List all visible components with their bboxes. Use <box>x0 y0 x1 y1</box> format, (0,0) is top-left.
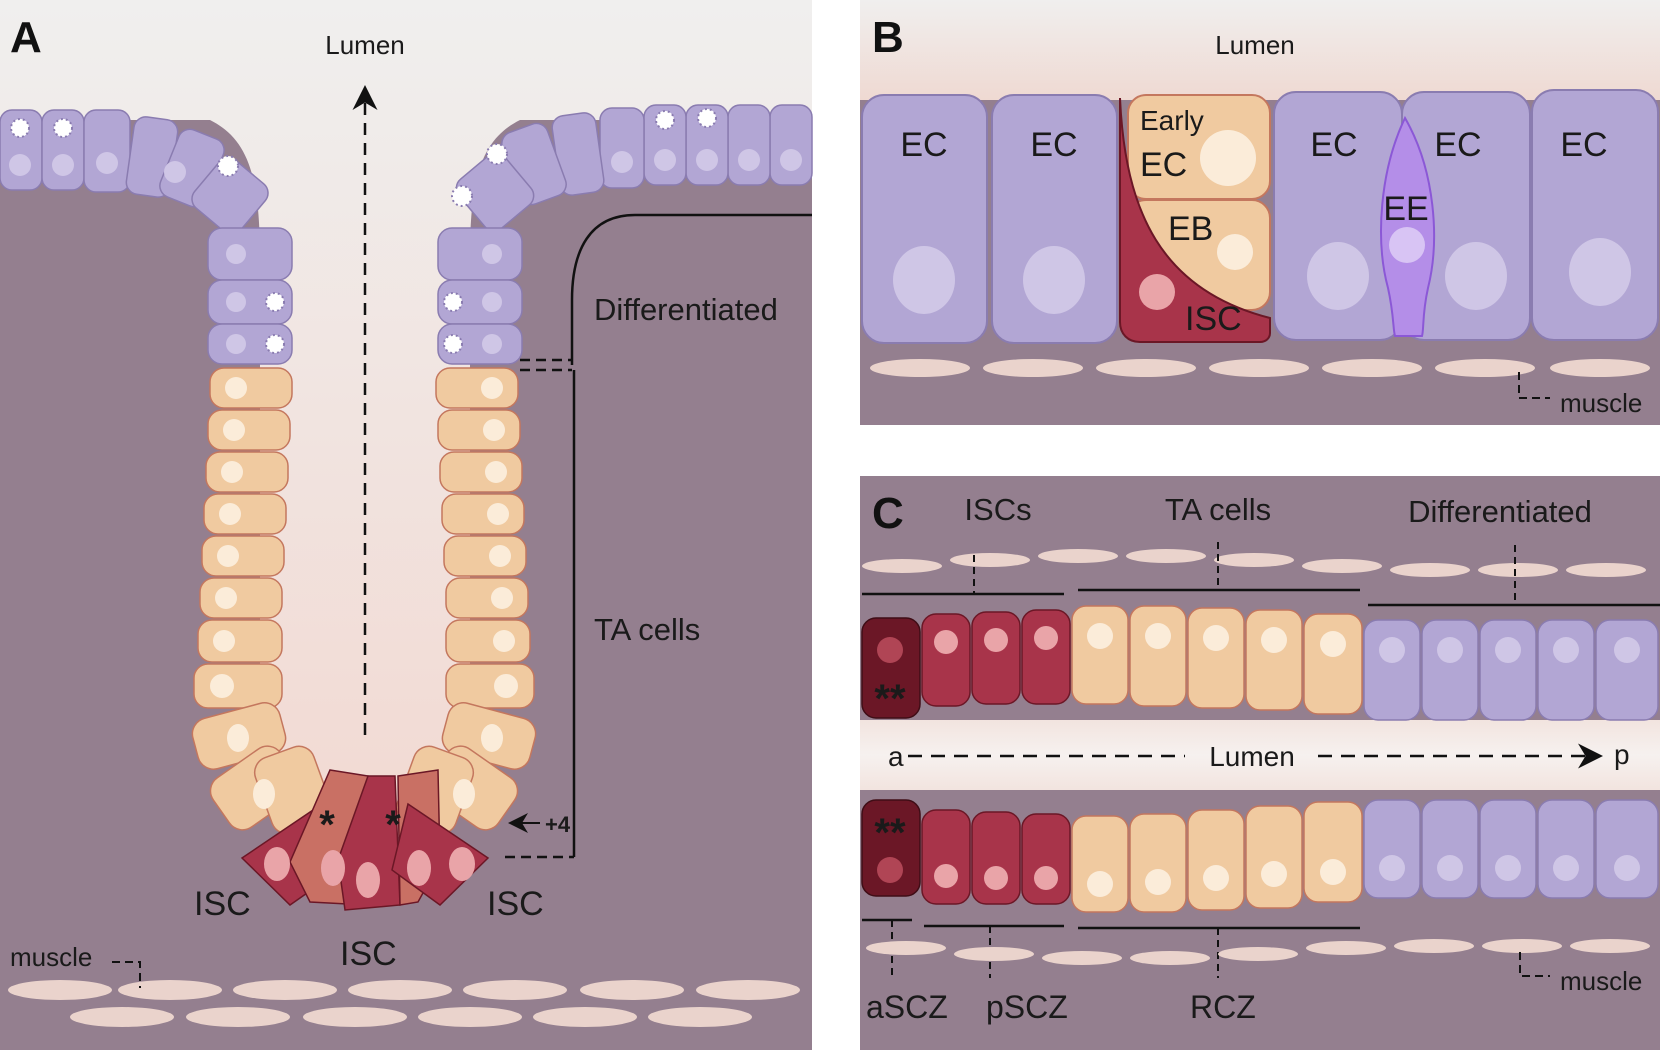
panel-b-eb-label: EB <box>1168 210 1213 248</box>
panel-c-rcz-label: RCZ <box>1190 989 1256 1025</box>
panel-c-muscle-pointer <box>1519 952 1550 977</box>
panel-c-muscle-label: muscle <box>1560 966 1642 996</box>
panel-a-muscle-layer <box>8 980 800 1027</box>
panel-a-ta-cells-left <box>191 367 333 835</box>
panel-c-p-label: p <box>1614 739 1630 770</box>
panel-a-differentiated-bracket <box>570 213 812 365</box>
panel-c-differentiated-label: Differentiated <box>1408 494 1592 529</box>
panel-c-top-muscle <box>862 549 1646 577</box>
panel-c-pscz-label: pSCZ <box>986 989 1068 1025</box>
panel-c-star-top: ** <box>874 677 906 721</box>
panel-b-muscle-label: muscle <box>1560 388 1642 418</box>
panel-c-iscs-label: ISCs <box>964 492 1031 527</box>
panel-b-ec-label-2: EC <box>1030 126 1077 164</box>
panel-a-star-left: * <box>319 803 335 847</box>
panel-b-early-ec-label: EC <box>1140 146 1187 184</box>
panel-b-ec-label-3: EC <box>1310 126 1357 164</box>
panel-a-crypt-differentiated-left <box>207 227 293 365</box>
panel-a-letter: A <box>10 13 42 62</box>
panel-a-lumen <box>0 0 812 840</box>
panel-b-ee-label: EE <box>1383 190 1428 228</box>
panel-b-early-label: Early <box>1140 105 1204 136</box>
panel-b-lumen <box>860 0 1660 100</box>
panel-b-ec-label-4: EC <box>1434 126 1481 164</box>
panel-c-a-label: a <box>888 741 904 772</box>
panel-c-top-cell-row <box>861 605 1659 721</box>
panel-a-star-right: * <box>385 803 401 847</box>
panel-a-muscle-pointer <box>112 961 141 988</box>
panel-c: C ISCs TA cells Differentiated ** a Lume… <box>860 476 1660 1050</box>
panel-b-ec-label-1: EC <box>900 126 947 164</box>
panel-a-plus4-label: +4 <box>545 812 571 837</box>
panel-c-bottom-muscle <box>866 939 1650 965</box>
panel-a-ta-cells-label: TA cells <box>594 612 700 647</box>
panel-b-muscle-layer <box>870 359 1650 377</box>
panel-c-bottom-cell-row <box>861 799 1659 913</box>
panel-c-ascz-label: aSCZ <box>866 989 948 1025</box>
panel-b-lumen-label: Lumen <box>1215 30 1295 60</box>
panel-b-letter: B <box>872 13 904 62</box>
panel-c-star-bottom: ** <box>874 811 906 855</box>
panel-b-muscle-pointer <box>1518 372 1550 399</box>
panel-a-isc-left-label: ISC <box>194 885 251 923</box>
isc-cell-center <box>337 775 401 911</box>
panel-a-lumen-label: Lumen <box>325 30 405 60</box>
panel-a-isc-right-label: ISC <box>487 885 544 923</box>
panel-c-lumen-label: Lumen <box>1209 741 1295 772</box>
panel-a: A Lumen Differentiated TA cells +4 ISC I… <box>0 0 813 1050</box>
panel-a-top-cells-left <box>0 109 269 235</box>
panel-c-ta-cells-label: TA cells <box>1165 492 1271 527</box>
panel-a-crypt-differentiated-right <box>437 227 523 365</box>
panel-a-differentiated-label: Differentiated <box>594 292 778 327</box>
panel-b-isc-label: ISC <box>1185 300 1242 338</box>
panel-b: B Lumen EC EC Early EC EB ISC EC EE EC E… <box>860 0 1660 425</box>
panel-b-ee-cell <box>1380 115 1435 337</box>
panel-b-ec-label-5: EC <box>1560 126 1607 164</box>
panel-a-isc-center-label: ISC <box>340 935 397 973</box>
panel-a-top-cells-right <box>451 104 813 232</box>
panel-a-muscle-label: muscle <box>10 942 92 972</box>
panel-a-isc-cells <box>240 769 490 911</box>
panel-c-letter: C <box>872 489 904 538</box>
